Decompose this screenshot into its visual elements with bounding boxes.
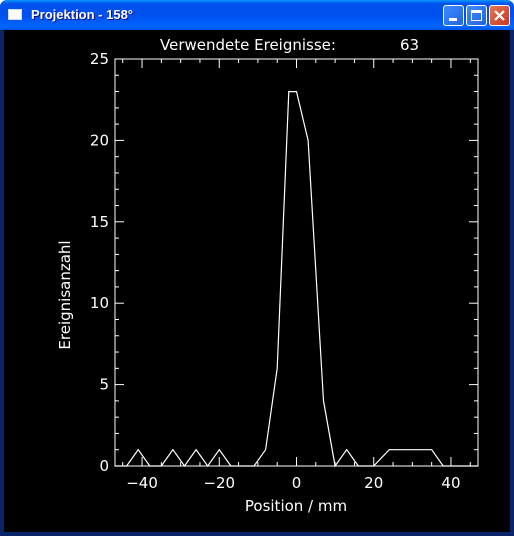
maximize-icon <box>471 10 482 21</box>
y-tick-label: 5 <box>99 376 109 394</box>
x-tick-label: 20 <box>364 474 383 492</box>
plot-frame <box>115 59 478 466</box>
y-tick-label: 20 <box>90 131 109 149</box>
y-tick-label: 10 <box>90 294 109 312</box>
window-title: Projektion - 158° <box>31 7 133 22</box>
y-tick-label: 15 <box>90 213 109 231</box>
x-tick-label: 40 <box>441 474 460 492</box>
y-tick-label: 0 <box>99 457 109 475</box>
close-icon <box>490 6 509 25</box>
minimize-button[interactable] <box>443 5 464 26</box>
window-icon <box>8 9 22 20</box>
x-tick-label: −20 <box>203 474 235 492</box>
x-tick-label: −40 <box>126 474 158 492</box>
plot-area: Verwendete Ereignisse: 63 Ereignisanzahl… <box>4 30 510 532</box>
axis-ticks: −40 −20 0 20 40 0 5 10 15 20 25 <box>90 50 478 492</box>
histogram-plot: Verwendete Ereignisse: 63 Ereignisanzahl… <box>4 30 510 532</box>
y-tick-label: 25 <box>90 50 109 68</box>
maximize-button[interactable] <box>466 5 487 26</box>
x-axis-label: Position / mm <box>245 497 347 515</box>
close-button[interactable] <box>489 5 510 26</box>
events-count: 63 <box>400 36 419 54</box>
data-series-line <box>115 92 478 466</box>
events-label: Verwendete Ereignisse: <box>160 36 336 54</box>
x-tick-label: 0 <box>292 474 302 492</box>
title-bar[interactable]: Projektion - 158° <box>0 0 514 30</box>
y-axis-label: Ereignisanzahl <box>56 240 74 349</box>
minimize-icon <box>449 18 457 21</box>
